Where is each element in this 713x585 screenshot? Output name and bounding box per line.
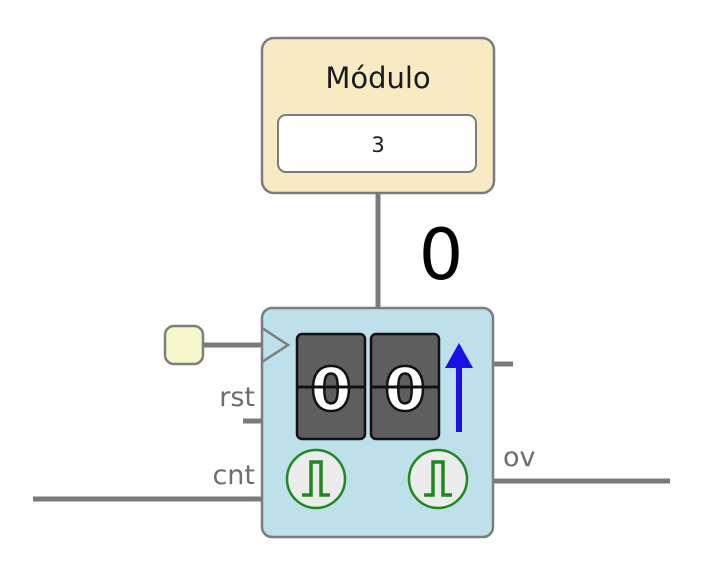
counter-block[interactable]: 0 0 (260, 306, 495, 539)
clock-triangle-icon (261, 326, 291, 364)
pulse-icon (407, 448, 469, 510)
digit-2: 0 (384, 355, 426, 425)
clock-input[interactable] (163, 324, 205, 366)
digit-1: 0 (310, 355, 352, 425)
cnt-label: cnt (212, 460, 255, 491)
rst-label: rst (219, 382, 255, 413)
module-box[interactable]: Módulo 3 (260, 36, 496, 195)
module-label: Módulo (325, 61, 430, 95)
up-arrow-icon (445, 343, 473, 432)
module-value: 3 (371, 133, 384, 157)
count-display: 0 (419, 214, 464, 296)
ov-label: ov (503, 442, 536, 473)
pulse-icon (285, 448, 347, 510)
module-value-field[interactable] (277, 114, 477, 173)
